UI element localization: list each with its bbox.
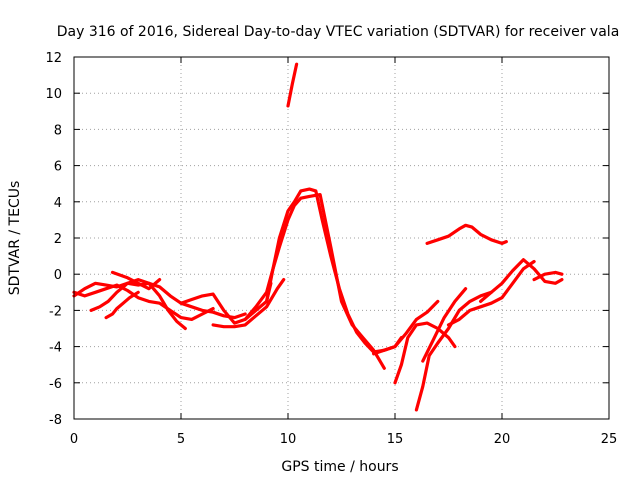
y-tick-label: 10 bbox=[45, 87, 62, 102]
x-tick-label: 25 bbox=[601, 432, 618, 447]
series-line-sat-p bbox=[479, 258, 564, 303]
y-tick-label: 0 bbox=[54, 268, 62, 283]
chart-title: Day 316 of 2016, Sidereal Day-to-day VTE… bbox=[57, 24, 620, 40]
series-line-sat-c bbox=[89, 278, 187, 331]
series-line-sat-r bbox=[425, 223, 508, 245]
series-line-sat-o bbox=[446, 259, 536, 327]
x-tick-label: 20 bbox=[494, 432, 511, 447]
y-tick-label: -6 bbox=[49, 377, 62, 392]
series-line-sat-a bbox=[72, 281, 247, 320]
x-tick-label: 15 bbox=[387, 432, 404, 447]
x-tick-label: 0 bbox=[70, 432, 78, 447]
x-tick-label: 5 bbox=[177, 432, 185, 447]
series-line-sat-l bbox=[393, 321, 457, 385]
y-tick-label: 2 bbox=[54, 232, 62, 247]
y-tick-label: 4 bbox=[54, 196, 62, 211]
axis-ticks: 0 5 10 15 20 25 -8 -6 -4 -2 0 2 4 6 8 10 12 bbox=[45, 51, 617, 447]
series-line-sat-m bbox=[414, 290, 493, 412]
y-axis-label: SDTVAR / TECUs bbox=[7, 181, 23, 296]
series-line-sat-d bbox=[104, 290, 140, 320]
y-tick-label: 8 bbox=[54, 123, 62, 138]
series-group bbox=[72, 62, 564, 412]
series-line-sat-q bbox=[532, 270, 564, 282]
x-axis-label: GPS time / hours bbox=[281, 459, 398, 475]
series-line-sat-k bbox=[372, 299, 440, 356]
series-line-sat-g bbox=[211, 278, 286, 329]
grid bbox=[74, 57, 609, 419]
series-line-sat-b bbox=[72, 283, 215, 321]
y-tick-label: 6 bbox=[54, 160, 62, 175]
y-tick-label: 12 bbox=[45, 51, 62, 66]
series-line-sat-f bbox=[179, 281, 273, 325]
y-tick-label: -4 bbox=[49, 341, 62, 356]
series-line-sat-j bbox=[286, 62, 299, 108]
x-tick-label: 10 bbox=[280, 432, 297, 447]
y-tick-label: -2 bbox=[49, 304, 62, 319]
series-line-sat-i bbox=[265, 187, 403, 354]
y-tick-label: -8 bbox=[49, 413, 62, 428]
series-line-sat-n bbox=[421, 287, 468, 363]
series-line-sat-e bbox=[110, 270, 162, 291]
